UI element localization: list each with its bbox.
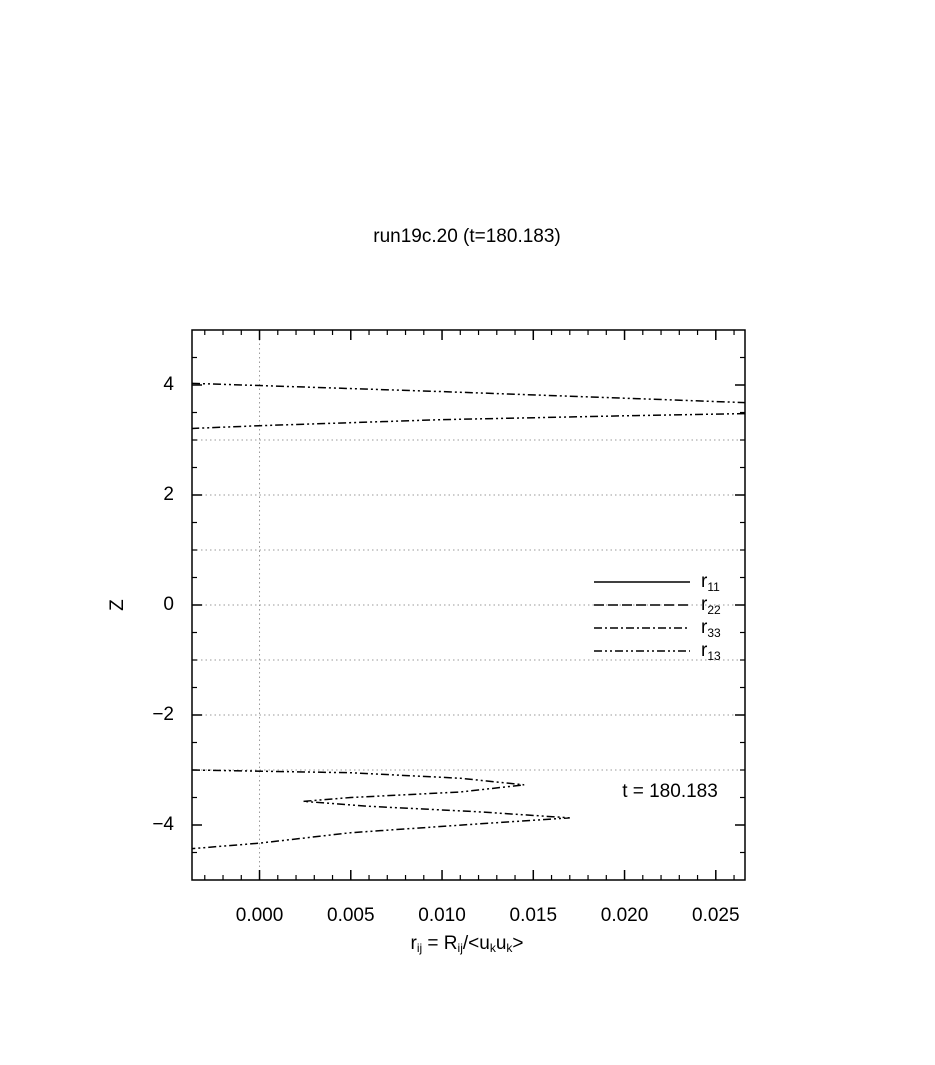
x-axis-label-part: = R [422,933,457,954]
legend-label-name: r [701,571,708,592]
x-axis-label-part: /<u [463,933,490,954]
series-line [192,382,745,850]
x-axis-label-part: k [490,941,497,955]
annotation: t = 180.183 [622,781,718,802]
legend-label: r22 [701,594,721,617]
x-axis-label-part: k [506,941,513,955]
x-axis-label: rij = Rij/<ukuk> [410,933,523,955]
x-axis-label-part: ij [417,941,422,955]
x-tick-label: 0.005 [327,905,375,926]
legend-label: r33 [701,617,721,640]
legend-label-name: r [701,594,708,615]
legend-label-name: r [701,617,708,638]
y-tick-label: 4 [163,374,174,395]
y-axis-label: Z [107,599,128,611]
legend-label-sub: 11 [707,580,720,594]
y-tick-label: 0 [163,594,174,615]
y-tick-label: −4 [152,814,174,835]
x-tick-label: 0.025 [692,905,740,926]
x-axis-label-part: > [512,933,523,954]
x-tick-label: 0.020 [601,905,649,926]
x-axis-label-part: r [410,933,417,954]
legend-label-name: r [701,640,708,661]
chart-title: run19c.20 (t=180.183) [373,226,561,247]
legend-label-sub: 13 [707,649,721,663]
legend-label-sub: 22 [707,603,721,617]
x-tick-label: 0.000 [236,905,284,926]
legend-label: r13 [701,640,721,663]
legend-label-sub: 33 [707,626,721,640]
x-tick-label: 0.015 [510,905,558,926]
x-axis-label-part: u [496,933,507,954]
y-tick-label: −2 [152,704,174,725]
y-tick-label: 2 [163,484,174,505]
legend-label: r11 [701,571,720,594]
x-tick-label: 0.010 [418,905,466,926]
x-axis-label-part: ij [458,941,463,955]
